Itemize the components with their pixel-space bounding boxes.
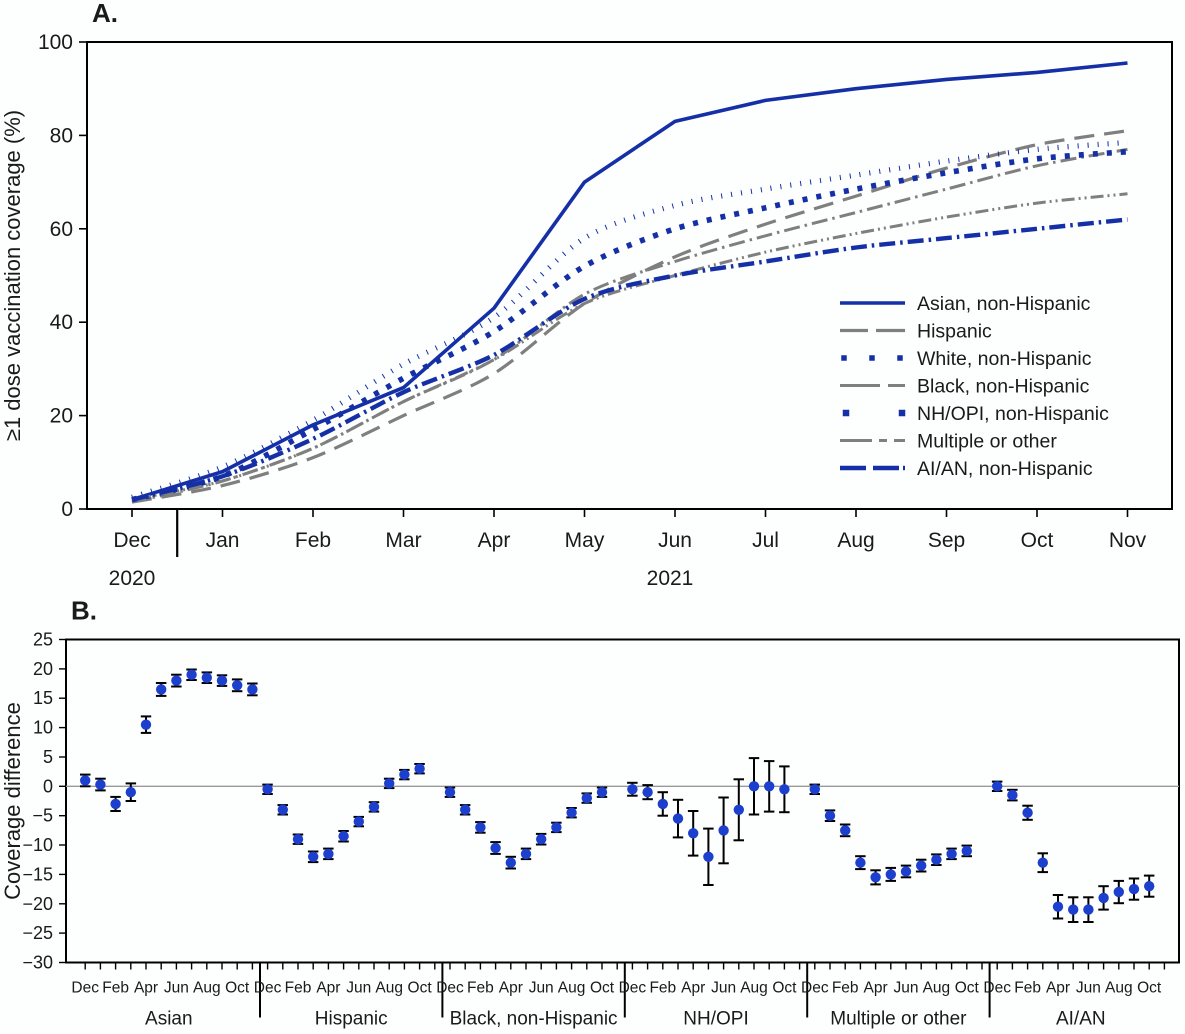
svg-text:Apr: Apr — [134, 980, 158, 997]
svg-text:Feb: Feb — [467, 980, 494, 997]
svg-text:Asian: Asian — [145, 1009, 193, 1030]
svg-text:Aug: Aug — [837, 529, 874, 552]
svg-text:Feb: Feb — [295, 529, 331, 552]
svg-text:White, non-Hispanic: White, non-Hispanic — [917, 348, 1092, 370]
svg-text:Jun: Jun — [164, 980, 189, 997]
svg-text:Aug: Aug — [375, 980, 403, 997]
svg-text:Black, non-Hispanic: Black, non-Hispanic — [450, 1009, 618, 1030]
svg-text:Apr: Apr — [681, 980, 705, 997]
svg-text:Jan: Jan — [206, 529, 240, 552]
svg-text:25: 25 — [33, 630, 53, 650]
svg-text:20: 20 — [50, 405, 73, 428]
svg-text:Dec: Dec — [801, 980, 829, 997]
svg-text:Oct: Oct — [955, 980, 980, 997]
svg-text:Dec: Dec — [436, 980, 464, 997]
svg-text:40: 40 — [50, 311, 73, 334]
svg-text:Sep: Sep — [928, 529, 965, 552]
svg-text:Jun: Jun — [711, 980, 736, 997]
svg-text:10: 10 — [33, 718, 53, 738]
svg-text:Feb: Feb — [102, 980, 129, 997]
svg-text:−10: −10 — [22, 835, 53, 855]
svg-text:5: 5 — [43, 747, 53, 767]
svg-text:Jun: Jun — [529, 980, 554, 997]
svg-text:Hispanic: Hispanic — [315, 1009, 388, 1030]
svg-text:20: 20 — [33, 659, 53, 679]
svg-text:Jul: Jul — [752, 529, 779, 552]
svg-text:Multiple or other: Multiple or other — [917, 431, 1057, 453]
svg-text:Feb: Feb — [285, 980, 312, 997]
svg-text:Jun: Jun — [894, 980, 919, 997]
svg-text:B.: B. — [71, 596, 97, 626]
svg-text:0: 0 — [43, 776, 53, 796]
svg-text:−25: −25 — [22, 923, 53, 943]
svg-text:Apr: Apr — [499, 980, 523, 997]
svg-text:NH/OPI, non-Hispanic: NH/OPI, non-Hispanic — [917, 403, 1109, 425]
svg-text:Oct: Oct — [408, 980, 433, 997]
svg-text:−15: −15 — [22, 864, 53, 884]
svg-text:Aug: Aug — [1105, 980, 1133, 997]
svg-text:−20: −20 — [22, 894, 53, 914]
svg-text:Dec: Dec — [254, 980, 282, 997]
svg-text:Oct: Oct — [772, 980, 797, 997]
svg-text:Hispanic: Hispanic — [917, 321, 992, 343]
svg-text:Dec: Dec — [983, 980, 1011, 997]
svg-text:Jun: Jun — [346, 980, 371, 997]
svg-text:Dec: Dec — [619, 980, 647, 997]
svg-text:Aug: Aug — [558, 980, 586, 997]
svg-text:100: 100 — [38, 31, 73, 54]
svg-text:Multiple or other: Multiple or other — [830, 1009, 967, 1030]
svg-text:80: 80 — [50, 124, 73, 147]
svg-text:−30: −30 — [22, 953, 53, 973]
svg-text:Feb: Feb — [649, 980, 676, 997]
svg-text:Oct: Oct — [225, 980, 250, 997]
svg-text:Oct: Oct — [1021, 529, 1054, 552]
svg-text:AI/AN: AI/AN — [1056, 1009, 1106, 1030]
svg-text:≥1 dose vaccination coverage (: ≥1 dose vaccination coverage (%) — [0, 110, 25, 441]
svg-text:Nov: Nov — [1109, 529, 1147, 552]
svg-text:NH/OPI: NH/OPI — [683, 1009, 748, 1030]
svg-text:60: 60 — [50, 218, 73, 241]
svg-text:Aug: Aug — [740, 980, 768, 997]
svg-text:Feb: Feb — [832, 980, 859, 997]
svg-text:AI/AN, non-Hispanic: AI/AN, non-Hispanic — [917, 458, 1093, 480]
svg-text:Feb: Feb — [1014, 980, 1041, 997]
svg-text:−5: −5 — [32, 806, 53, 826]
svg-text:Aug: Aug — [923, 980, 951, 997]
svg-text:Coverage difference: Coverage difference — [0, 702, 25, 900]
svg-text:Black, non-Hispanic: Black, non-Hispanic — [917, 376, 1090, 398]
svg-text:Apr: Apr — [864, 980, 888, 997]
svg-text:Jun: Jun — [658, 529, 692, 552]
svg-text:Oct: Oct — [1137, 980, 1162, 997]
svg-text:A.: A. — [92, 0, 118, 28]
svg-text:Dec: Dec — [113, 529, 150, 552]
svg-text:Oct: Oct — [590, 980, 615, 997]
svg-text:Dec: Dec — [71, 980, 99, 997]
svg-text:2021: 2021 — [647, 567, 694, 590]
svg-text:Apr: Apr — [478, 529, 511, 552]
svg-text:0: 0 — [61, 498, 73, 521]
svg-text:Apr: Apr — [316, 980, 340, 997]
svg-text:Apr: Apr — [1046, 980, 1070, 997]
svg-text:15: 15 — [33, 688, 53, 708]
svg-text:Aug: Aug — [193, 980, 221, 997]
svg-text:2020: 2020 — [109, 567, 156, 590]
svg-text:May: May — [565, 529, 605, 552]
svg-text:Asian, non-Hispanic: Asian, non-Hispanic — [917, 293, 1091, 315]
svg-text:Mar: Mar — [385, 529, 421, 552]
svg-text:Jun: Jun — [1076, 980, 1101, 997]
